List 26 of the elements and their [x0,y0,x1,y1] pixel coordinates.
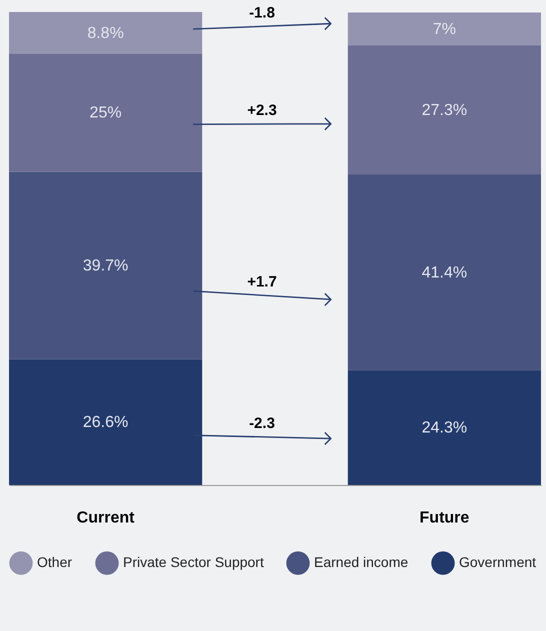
data-label: 8.8% [87,24,124,42]
annotation: -1.8 [249,4,275,22]
data-label: 25% [90,104,122,122]
annotation: +1.7 [247,273,277,290]
legend-label: Private Sector Support [123,554,264,570]
data-label: 39.7% [82,258,128,275]
data-label: 27.3% [422,102,468,120]
x-tick-label: Current [76,510,136,526]
legend-label: Other [37,554,72,570]
annotation: +2.3 [247,102,277,120]
x-tick-label: Future [420,510,470,526]
data-label: 7% [432,21,456,38]
bar [348,12,541,46]
data-label: 26.6% [82,414,128,432]
data-label: 24.3% [422,420,468,437]
legend-label: Earned income [314,554,408,570]
annotation: -2.3 [249,414,275,432]
bar [9,172,202,360]
bar [348,370,541,485]
bar [348,46,541,175]
legend-label: Government [459,554,536,570]
bar [9,54,202,172]
bar [348,174,541,370]
data-label: 41.4% [422,264,468,282]
bar [9,359,202,485]
bar [9,12,202,54]
